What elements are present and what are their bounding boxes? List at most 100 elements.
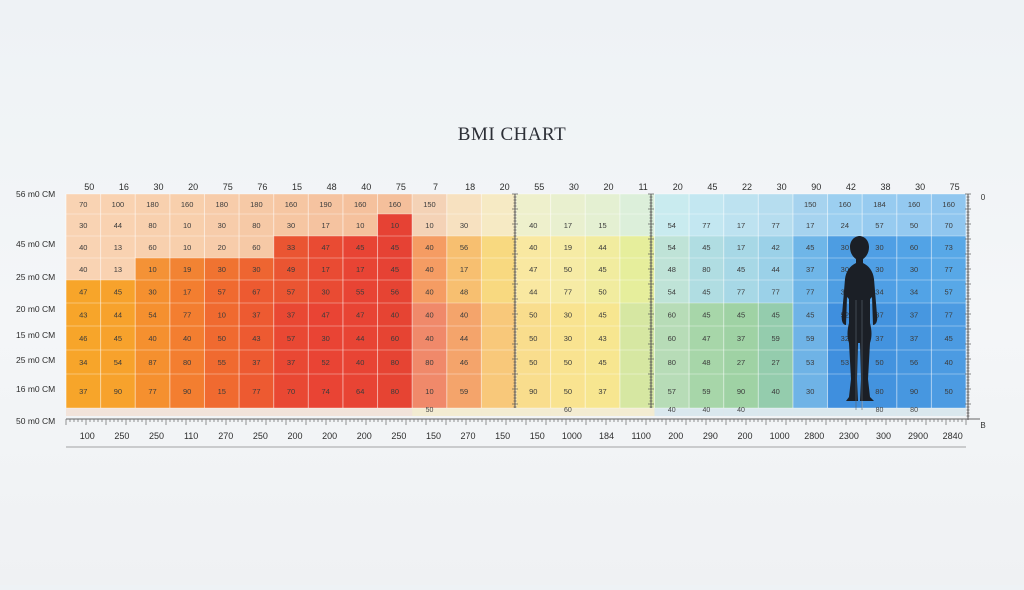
- cell-value: 44: [356, 334, 364, 343]
- cell-value: 59: [806, 334, 814, 343]
- cell-value: 34: [79, 358, 87, 367]
- cell-value: 80: [425, 358, 433, 367]
- cell-value: 30: [875, 265, 883, 274]
- heatmap-cell: [204, 374, 240, 408]
- cell-value: 74: [321, 387, 329, 396]
- header-number: 16: [119, 182, 129, 192]
- heatmap-cell: [550, 326, 586, 350]
- heatmap-cell: [273, 326, 309, 350]
- heatmap-cell: [273, 236, 309, 258]
- heatmap-cell: [723, 236, 759, 258]
- cell-value: 17: [564, 221, 572, 230]
- heatmap-cell: [550, 236, 586, 258]
- cell-value: 80: [252, 221, 260, 230]
- cell-value: 37: [252, 311, 260, 320]
- bottom-number: 290: [703, 431, 718, 441]
- cell-value: 37: [910, 311, 918, 320]
- cell-value: 44: [114, 221, 122, 230]
- heatmap-cell: [446, 374, 482, 408]
- bottom-number: 250: [253, 431, 268, 441]
- cell-value: 45: [114, 288, 122, 297]
- cell-value: 60: [148, 243, 156, 252]
- cell-value: 80: [875, 387, 883, 396]
- cell-value: 50: [910, 221, 918, 230]
- heatmap-cell: [792, 236, 828, 258]
- header-number: 50: [84, 182, 94, 192]
- bottom-number: 270: [218, 431, 233, 441]
- heatmap-cell: [169, 214, 205, 236]
- heatmap-cell: [100, 350, 136, 374]
- cell-value: 15: [218, 387, 226, 396]
- header-number: 42: [846, 182, 856, 192]
- cell-value: 37: [287, 358, 295, 367]
- bottom-number: 110: [184, 431, 198, 441]
- cell-value: 30: [79, 221, 87, 230]
- cell-value: 34: [875, 288, 883, 297]
- cell-value: 37: [910, 334, 918, 343]
- cell-value: 30: [321, 334, 329, 343]
- heatmap-cell: [758, 350, 794, 374]
- heatmap-cell: [654, 236, 690, 258]
- cell-value: 40: [425, 311, 433, 320]
- cell-value: 47: [702, 334, 710, 343]
- cell-value: 53: [806, 358, 814, 367]
- cell-value: 50: [529, 311, 537, 320]
- header-number: 38: [880, 182, 890, 192]
- heatmap-cell: [446, 236, 482, 258]
- bottom-number: 1100: [631, 431, 650, 441]
- heatmap-cell: [377, 326, 413, 350]
- heatmap-cell: [412, 236, 448, 258]
- heatmap-cell: [481, 303, 517, 326]
- cell-value: 27: [771, 358, 779, 367]
- bottom-strip-cell: [619, 408, 655, 416]
- heatmap-cell: [931, 214, 967, 236]
- heatmap-cell: [827, 214, 863, 236]
- heatmap-cell: [862, 236, 898, 258]
- bottom-number: 1000: [770, 431, 790, 441]
- cell-value: 43: [252, 334, 260, 343]
- cell-value: 57: [945, 288, 953, 297]
- cell-value: 10: [356, 221, 364, 230]
- heatmap-cell: [619, 258, 655, 280]
- cell-value: 60: [910, 243, 918, 252]
- heatmap-cell: [654, 194, 690, 214]
- heatmap-cell: [619, 280, 655, 303]
- cell-value: 45: [598, 265, 606, 274]
- heatmap-cell: [135, 326, 171, 350]
- cell-value: 44: [598, 243, 606, 252]
- heatmap-cell: [446, 303, 482, 326]
- heatmap-cell: [481, 374, 517, 408]
- heatmap-cell: [931, 280, 967, 303]
- heatmap-cell: [931, 374, 967, 408]
- bottom-row-value: 50: [426, 407, 434, 414]
- cell-value: 90: [910, 387, 918, 396]
- header-number: 90: [811, 182, 821, 192]
- cell-value: 40: [425, 334, 433, 343]
- bottom-number: 150: [495, 431, 510, 441]
- cell-value: 87: [148, 358, 156, 367]
- cell-value: 50: [598, 288, 606, 297]
- cell-value: 80: [148, 221, 156, 230]
- header-number: 7: [433, 182, 438, 192]
- header-number: 18: [465, 182, 475, 192]
- bottom-strip-cell: [827, 408, 863, 416]
- heatmap-cell: [758, 214, 794, 236]
- cell-value: 70: [945, 221, 953, 230]
- cell-value: 50: [218, 334, 226, 343]
- cell-value: 57: [875, 221, 883, 230]
- heatmap-cell: [169, 303, 205, 326]
- cell-value: 30: [218, 265, 226, 274]
- cell-value: 44: [114, 311, 122, 320]
- cell-value: 45: [737, 311, 745, 320]
- cell-value: 24: [841, 221, 849, 230]
- heatmap-cell: [412, 214, 448, 236]
- bottom-strip-cell: [654, 408, 690, 416]
- heatmap-cell: [619, 350, 655, 374]
- bottom-strip-cell: [689, 408, 724, 416]
- heatmap-cell: [481, 280, 517, 303]
- cell-value: 59: [702, 387, 710, 396]
- bottom-strip-cell: [550, 408, 586, 416]
- cell-value: 30: [910, 265, 918, 274]
- cell-value: 17: [737, 221, 745, 230]
- right-number: B: [980, 421, 985, 430]
